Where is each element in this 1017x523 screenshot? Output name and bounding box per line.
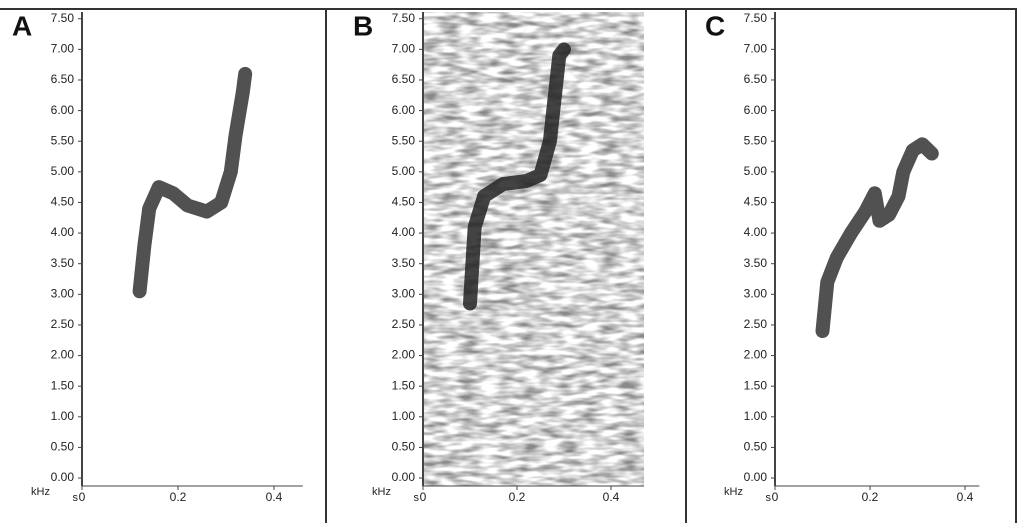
y-tick-label: 6.50 [392, 72, 416, 86]
y-tick-label: 6.00 [392, 103, 416, 117]
y-tick-label: 6.50 [744, 72, 768, 86]
y-tick-label: 0.50 [744, 440, 768, 454]
y-tick-label: 5.50 [392, 133, 416, 147]
spectrogram-noise [423, 12, 644, 486]
y-tick-label: 6.00 [51, 103, 75, 117]
call-contour [815, 137, 939, 339]
x-tick-label: 0 [772, 490, 779, 504]
panel-label: B [353, 10, 373, 41]
y-tick-label: 5.50 [744, 133, 768, 147]
x-tick-label: 0.4 [266, 490, 283, 504]
y-tick-label: 1.50 [392, 378, 416, 392]
y-tick-label: 5.00 [392, 164, 416, 178]
x-axis-label: s [766, 492, 772, 504]
y-tick-label: 0.00 [51, 470, 75, 484]
call-contour [463, 42, 571, 311]
x-tick-label: 0 [79, 490, 86, 504]
y-tick-label: 5.00 [51, 164, 75, 178]
y-tick-label: 0.00 [744, 470, 768, 484]
y-tick-label: 3.50 [392, 256, 416, 270]
y-tick-label: 2.00 [744, 348, 768, 362]
y-tick-label: 1.00 [392, 409, 416, 423]
y-tick-label: 7.00 [392, 42, 416, 56]
y-tick-label: 7.50 [392, 11, 416, 25]
y-tick-label: 5.50 [51, 133, 75, 147]
x-tick-label: 0.4 [957, 490, 974, 504]
y-tick-label: 1.00 [51, 409, 75, 423]
y-tick-label: 1.50 [51, 378, 75, 392]
x-axis-label: s [414, 492, 420, 504]
y-tick-label: 7.50 [744, 11, 768, 25]
y-tick-label: 7.00 [51, 42, 75, 56]
y-tick-label: 1.50 [744, 378, 768, 392]
y-tick-label: 4.00 [392, 225, 416, 239]
y-tick-label: 2.50 [392, 317, 416, 331]
y-tick-label: 4.00 [744, 225, 768, 239]
y-tick-label: 7.00 [744, 42, 768, 56]
y-tick-label: 2.50 [744, 317, 768, 331]
y-tick-label: 2.00 [51, 348, 75, 362]
call-contour [132, 66, 253, 299]
y-tick-label: 2.50 [51, 317, 75, 331]
y-tick-label: 0.50 [392, 440, 416, 454]
x-axis-label: s [73, 492, 79, 504]
x-tick-label: 0.2 [509, 490, 526, 504]
y-tick-label: 6.50 [51, 72, 75, 86]
y-axis-label: kHz [31, 486, 50, 498]
y-tick-label: 2.00 [392, 348, 416, 362]
y-tick-label: 0.00 [392, 470, 416, 484]
y-tick-label: 0.50 [51, 440, 75, 454]
x-tick-label: 0 [420, 490, 427, 504]
y-tick-label: 5.00 [744, 164, 768, 178]
y-tick-label: 3.00 [744, 286, 768, 300]
y-tick-label: 4.50 [744, 195, 768, 209]
panel-label: C [705, 10, 725, 41]
x-tick-label: 0.4 [603, 490, 620, 504]
x-tick-label: 0.2 [862, 490, 879, 504]
y-axis-label: kHz [724, 486, 743, 498]
y-tick-label: 4.50 [392, 195, 416, 209]
y-tick-label: 7.50 [51, 11, 75, 25]
y-tick-label: 4.00 [51, 225, 75, 239]
panel-label: A [12, 10, 32, 41]
y-tick-label: 4.50 [51, 195, 75, 209]
y-tick-label: 3.00 [51, 286, 75, 300]
y-tick-label: 3.50 [744, 256, 768, 270]
y-tick-label: 3.00 [392, 286, 416, 300]
x-tick-label: 0.2 [170, 490, 187, 504]
y-axis-label: kHz [372, 486, 391, 498]
y-tick-label: 3.50 [51, 256, 75, 270]
y-tick-label: 1.00 [744, 409, 768, 423]
y-tick-label: 6.00 [744, 103, 768, 117]
